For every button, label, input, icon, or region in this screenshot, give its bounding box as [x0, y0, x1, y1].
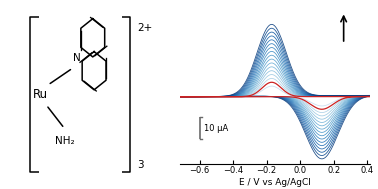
- Text: 2+: 2+: [137, 23, 152, 33]
- Text: N: N: [73, 53, 81, 63]
- Text: NH₂: NH₂: [55, 136, 74, 146]
- Text: 10 μA: 10 μA: [204, 124, 228, 133]
- X-axis label: E / V vs Ag/AgCl: E / V vs Ag/AgCl: [239, 178, 311, 187]
- Text: Ru: Ru: [33, 88, 48, 101]
- Text: 3: 3: [137, 160, 144, 170]
